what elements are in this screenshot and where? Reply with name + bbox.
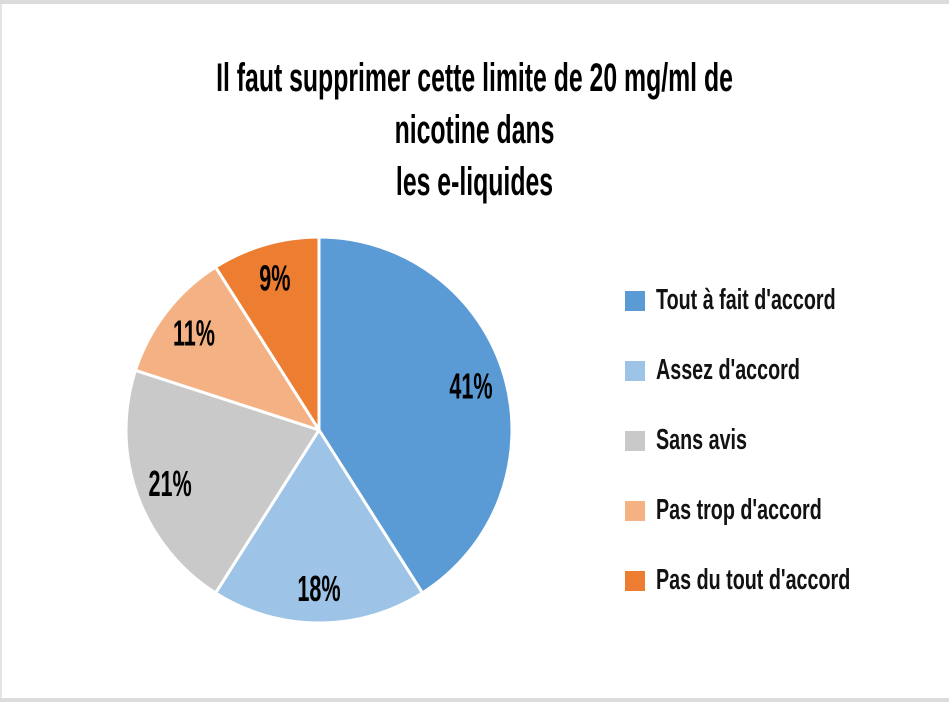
legend-item-label: Pas du tout d'accord: [656, 564, 851, 596]
pie-slice-4[interactable]: [133, 265, 321, 432]
page-border-left: [0, 4, 2, 698]
legend-swatch-icon: [625, 500, 645, 521]
legend-swatch-icon: [625, 570, 645, 591]
legend-item-label: Pas trop d'accord: [656, 494, 822, 526]
legend-item-1[interactable]: Tout à fait d'accord: [625, 284, 942, 316]
pie-slice-3[interactable]: [124, 368, 321, 595]
pie-slice-value-label: 21%: [148, 465, 191, 505]
legend-item-3[interactable]: Sans avis: [625, 424, 942, 456]
legend-swatch-icon: [625, 430, 645, 451]
legend-item-2[interactable]: Assez d'accord: [625, 354, 942, 386]
pie-slice-5[interactable]: [214, 235, 321, 432]
pie-slice-value-label: 18%: [297, 569, 340, 609]
pie-slice-value-label: 11%: [173, 314, 215, 354]
legend: Tout à fait d'accord Assez d'accord Sans…: [625, 284, 942, 596]
chart-title: Il faut supprimer cette limite de 20 mg/…: [216, 56, 733, 204]
legend-item-label: Assez d'accord: [656, 354, 800, 386]
pie-slice-value-label: 9%: [259, 259, 290, 299]
legend-item-5[interactable]: Pas du tout d'accord: [625, 564, 942, 596]
legend-item-label: Sans avis: [656, 424, 748, 456]
legend-item-4[interactable]: Pas trop d'accord: [625, 494, 942, 526]
pie-slice-2[interactable]: [214, 428, 424, 625]
pie-chart: 41% 18% 21% 11% 9%: [123, 234, 515, 626]
legend-item-label: Tout à fait d'accord: [656, 284, 836, 316]
pie-slice-value-label: 41%: [449, 367, 492, 407]
legend-swatch-icon: [625, 290, 645, 311]
pie-chart-svg: 41% 18% 21% 11% 9%: [124, 235, 514, 625]
page-border-top: [0, 0, 949, 4]
legend-swatch-icon: [625, 360, 645, 381]
page-border-bottom: [0, 698, 949, 702]
